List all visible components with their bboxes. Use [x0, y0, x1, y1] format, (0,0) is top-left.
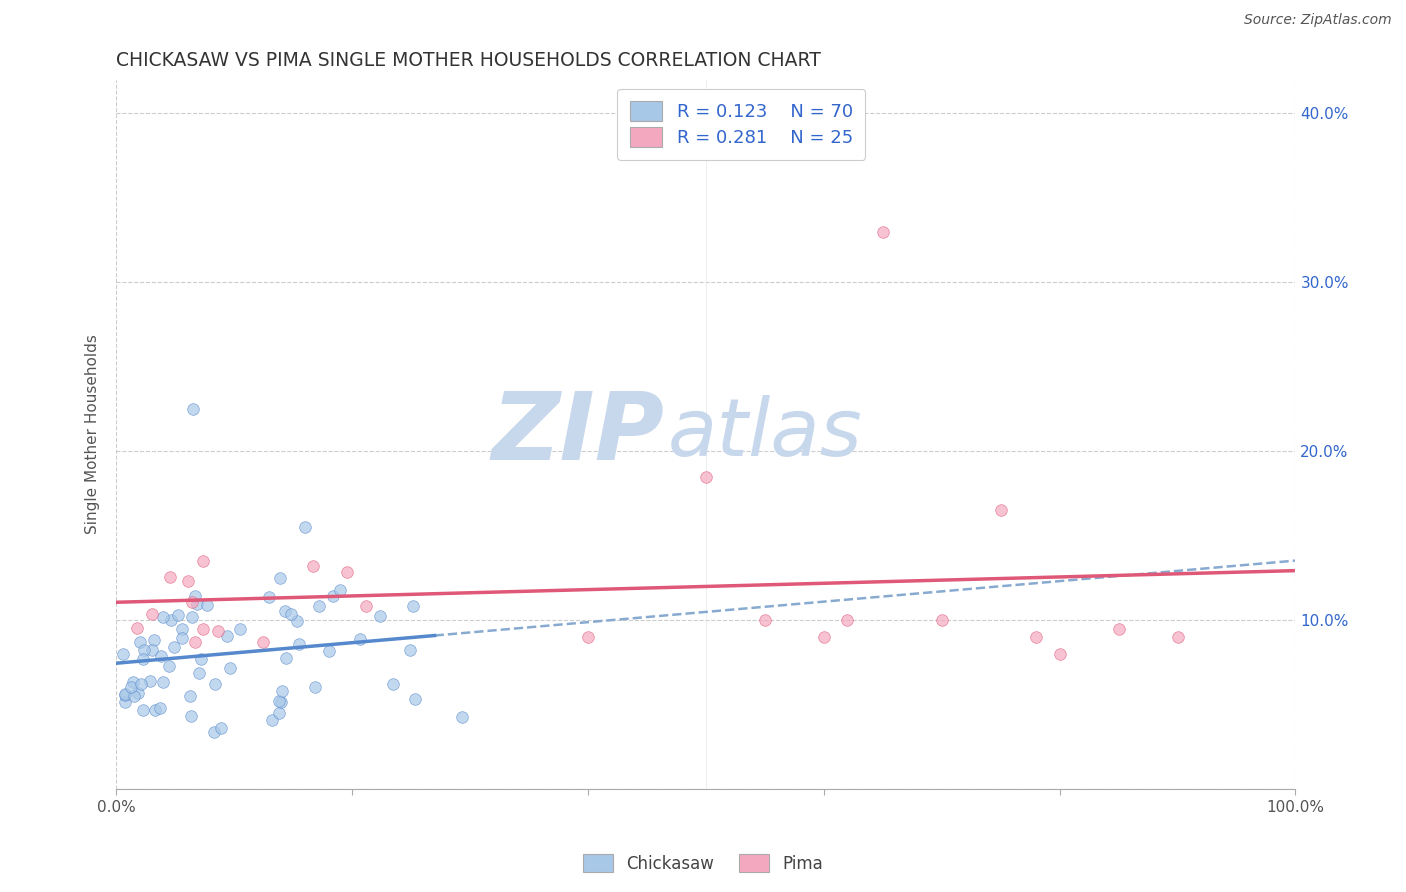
Point [149, 700, 172, 714]
Point [149, 649, 172, 664]
Point [202, 725, 225, 739]
Point [129, 634, 152, 648]
Point [159, 613, 181, 627]
Point [215, 629, 238, 643]
Point [318, 644, 340, 658]
Point [294, 520, 316, 534]
Point [122, 675, 145, 690]
Point [267, 706, 290, 720]
Point [260, 714, 283, 728]
Point [134, 643, 156, 657]
Point [166, 607, 188, 622]
Point [180, 709, 202, 723]
Point [132, 652, 155, 666]
Point [308, 599, 330, 613]
Text: Source: ZipAtlas.com: Source: ZipAtlas.com [1244, 13, 1392, 28]
Point [349, 632, 371, 647]
Point [143, 633, 166, 648]
Point [450, 710, 472, 724]
Point [132, 704, 155, 718]
Legend: Chickasaw, Pima: Chickasaw, Pima [576, 847, 830, 880]
Point [695, 469, 717, 483]
Point [141, 607, 163, 621]
Point [139, 673, 162, 688]
Point [187, 666, 209, 681]
Legend: R = 0.123    N = 70, R = 0.281    N = 25: R = 0.123 N = 70, R = 0.281 N = 25 [617, 88, 866, 160]
Point [190, 652, 212, 666]
Point [114, 689, 136, 703]
Point [114, 695, 136, 709]
Point [152, 609, 174, 624]
Point [285, 615, 308, 629]
Point [269, 694, 291, 708]
Point [229, 622, 252, 636]
Point [754, 613, 776, 627]
Text: CHICKASAW VS PIMA SINGLE MOTHER HOUSEHOLDS CORRELATION CHART: CHICKASAW VS PIMA SINGLE MOTHER HOUSEHOL… [117, 51, 821, 70]
Point [931, 613, 953, 627]
Point [209, 721, 232, 735]
Point [120, 680, 142, 694]
Point [219, 661, 242, 675]
Point [114, 687, 136, 701]
Point [195, 599, 218, 613]
Point [329, 582, 352, 597]
Point [1025, 630, 1047, 644]
Point [813, 630, 835, 644]
Y-axis label: Single Mother Households: Single Mother Households [86, 334, 100, 534]
Point [112, 648, 135, 662]
Point [181, 402, 204, 417]
Point [270, 684, 292, 698]
Point [141, 643, 163, 657]
Point [184, 589, 207, 603]
Point [287, 637, 309, 651]
Point [172, 623, 194, 637]
Point [576, 630, 599, 644]
Point [122, 689, 145, 703]
Point [181, 595, 204, 609]
Point [179, 690, 201, 704]
Point [170, 632, 193, 646]
Point [301, 558, 323, 573]
Point [399, 642, 422, 657]
Point [872, 225, 894, 239]
Point [186, 597, 208, 611]
Text: atlas: atlas [668, 395, 863, 474]
Point [207, 624, 229, 639]
Point [990, 503, 1012, 517]
Point [184, 634, 207, 648]
Point [163, 640, 186, 655]
Point [157, 659, 180, 673]
Point [837, 613, 859, 627]
Point [269, 571, 291, 585]
Point [129, 676, 152, 690]
Point [276, 650, 298, 665]
Point [404, 691, 426, 706]
Point [181, 610, 204, 624]
Point [143, 703, 166, 717]
Point [368, 608, 391, 623]
Point [125, 621, 148, 635]
Point [127, 685, 149, 699]
Point [257, 590, 280, 604]
Text: ZIP: ZIP [492, 388, 665, 481]
Point [336, 566, 359, 580]
Point [1167, 630, 1189, 644]
Point [193, 622, 215, 636]
Point [274, 604, 297, 618]
Point [252, 635, 274, 649]
Point [177, 574, 200, 589]
Point [322, 589, 344, 603]
Point [382, 677, 405, 691]
Point [354, 599, 377, 613]
Point [1049, 647, 1071, 661]
Point [1108, 622, 1130, 636]
Point [152, 674, 174, 689]
Point [280, 607, 302, 621]
Point [402, 599, 425, 613]
Point [304, 680, 326, 694]
Point [159, 570, 181, 584]
Point [191, 554, 214, 568]
Point [204, 677, 226, 691]
Point [270, 695, 292, 709]
